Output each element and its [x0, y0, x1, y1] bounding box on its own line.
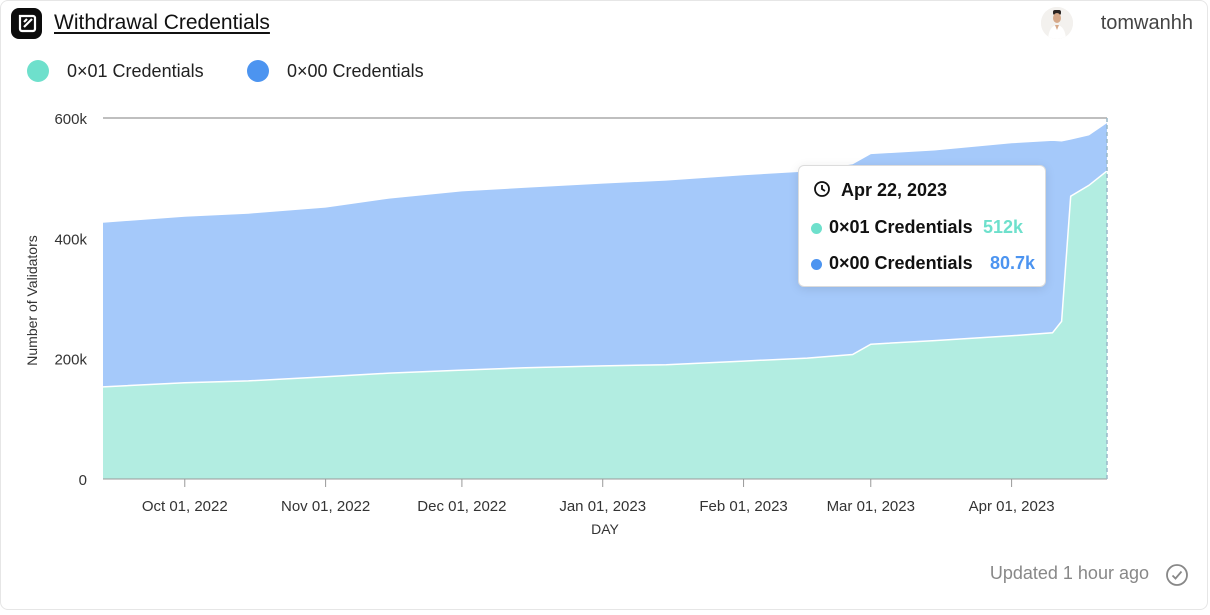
y-tick-label: 0 — [79, 472, 87, 489]
x-tick-label: Mar 01, 2023 — [827, 498, 915, 515]
legend-label-0x01: 0×01 Credentials — [67, 61, 204, 81]
tooltip-label-0x00: 0×00 Credentials — [829, 253, 973, 273]
x-axis-label: DAY — [591, 521, 619, 537]
tooltip-value-0x00: 80.7k — [989, 253, 1035, 273]
tooltip-dot-0x01 — [811, 223, 822, 234]
chart-title-link[interactable]: Withdrawal Credentials — [54, 11, 270, 34]
legend-swatch-0x01 — [27, 60, 49, 82]
tooltip-value-0x01: 512k — [982, 217, 1023, 237]
y-axis-label: Number of Validators — [24, 235, 40, 365]
refresh-status-check-icon[interactable] — [1165, 563, 1189, 587]
y-tick-label: 600k — [54, 111, 87, 128]
chart-tooltip: Apr 22, 2023 0×01 Credentials 512k 0×00 … — [798, 165, 1046, 287]
header: Withdrawal Credentials tomwanhh — [11, 7, 1197, 39]
line-0x01-boundary — [102, 170, 1108, 388]
updated-status: Updated 1 hour ago — [989, 563, 1149, 583]
tooltip-row-0x01: 0×01 Credentials 512k — [811, 217, 1035, 239]
footer: Updated 1 hour ago — [949, 563, 1189, 587]
tooltip-date: Apr 22, 2023 — [841, 180, 948, 200]
x-tick-label: Feb 01, 2023 — [699, 498, 787, 515]
tooltip-dot-0x00 — [811, 259, 822, 270]
x-tick-label: Dec 01, 2022 — [417, 498, 506, 515]
area-0x01-credentials[interactable] — [103, 170, 1107, 479]
tooltip-row-0x00: 0×00 Credentials 80.7k — [811, 253, 1035, 275]
legend-label-0x00: 0×00 Credentials — [287, 61, 424, 81]
y-tick-label: 400k — [54, 231, 87, 248]
username[interactable]: tomwanhh — [1100, 12, 1193, 34]
x-tick-label: Nov 01, 2022 — [281, 498, 370, 515]
x-tick-label: Oct 01, 2022 — [142, 498, 228, 515]
user-info[interactable]: tomwanhh — [1033, 7, 1193, 39]
legend-swatch-0x00 — [247, 60, 269, 82]
x-tick-label: Jan 01, 2023 — [559, 498, 646, 515]
line-0x00-boundary — [102, 121, 1108, 223]
x-tick-label: Apr 01, 2023 — [969, 498, 1055, 515]
y-tick-label: 200k — [54, 352, 87, 369]
tooltip-label-0x01: 0×01 Credentials — [829, 217, 973, 237]
app-logo-icon[interactable] — [11, 8, 42, 39]
avatar[interactable] — [1041, 7, 1073, 39]
clock-icon — [814, 181, 830, 197]
